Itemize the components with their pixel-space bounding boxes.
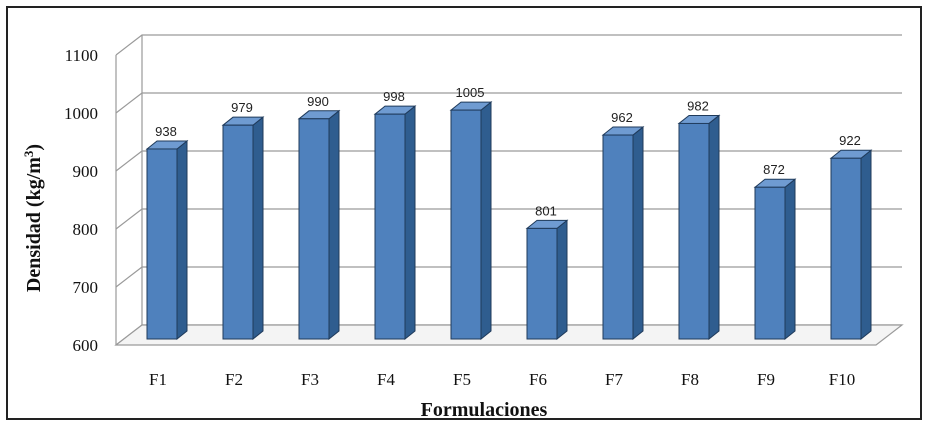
bar-side — [252, 116, 264, 341]
data-label: 990 — [307, 94, 329, 109]
data-label: 872 — [763, 162, 785, 177]
bar-front — [830, 157, 862, 340]
data-label: 1005 — [456, 85, 485, 100]
data-label: 998 — [383, 89, 405, 104]
bar-side — [784, 178, 796, 341]
bar — [373, 105, 417, 341]
y-tick-label: 900 — [73, 162, 99, 181]
data-label: 982 — [687, 98, 709, 113]
bar-front — [678, 122, 710, 340]
bar-side — [632, 125, 644, 341]
y-axis-title: Densidad (kg/m3) — [21, 144, 46, 292]
bar-front — [222, 124, 254, 340]
bar-front — [298, 118, 330, 340]
y-tick-label: 1000 — [64, 104, 98, 123]
y-tick-label: 700 — [73, 278, 99, 297]
bar — [829, 149, 873, 341]
x-tick-label: F4 — [377, 370, 395, 389]
bar-side — [404, 105, 416, 341]
bar-side — [860, 149, 872, 341]
data-label: 922 — [839, 133, 861, 148]
bar — [297, 109, 341, 341]
bar-front — [526, 227, 558, 340]
bar-front — [450, 109, 482, 340]
x-tick-label: F1 — [149, 370, 167, 389]
bar — [525, 219, 569, 341]
data-labels: 938 979 990 998 1005 801 962 982 872 922 — [155, 85, 861, 218]
bar — [677, 114, 721, 341]
bar-front — [602, 134, 634, 340]
bar-side — [176, 139, 188, 341]
gridline — [115, 34, 902, 56]
data-label: 938 — [155, 124, 177, 139]
bar — [145, 139, 189, 341]
bar-front — [754, 186, 786, 340]
bar-side — [328, 109, 340, 341]
x-axis-title: Formulaciones — [421, 399, 548, 421]
y-axis-title-close: ) — [23, 144, 45, 151]
x-tick-label: F7 — [605, 370, 623, 389]
x-tick-label: F2 — [225, 370, 243, 389]
bar-front — [146, 148, 178, 340]
data-label: 962 — [611, 110, 633, 125]
x-tick-label: F5 — [453, 370, 471, 389]
bar — [449, 101, 493, 341]
bar — [753, 178, 797, 341]
bar-side — [480, 101, 492, 341]
bar — [221, 116, 265, 341]
y-axis-title-main: Densidad (kg/m — [23, 157, 45, 292]
x-tick-label: F9 — [757, 370, 775, 389]
y-tick-label: 600 — [73, 336, 99, 355]
x-tick-label: F8 — [681, 370, 699, 389]
y-tick-label: 800 — [73, 220, 99, 239]
bar — [601, 125, 645, 341]
x-tick-label: F3 — [301, 370, 319, 389]
x-tick-label: F6 — [529, 370, 547, 389]
y-axis-title-superscript: 3 — [21, 150, 36, 157]
data-label: 979 — [231, 100, 253, 115]
bar-front — [374, 113, 406, 340]
x-tick-label: F10 — [829, 370, 855, 389]
y-tick-label: 1100 — [65, 46, 98, 65]
bar-side — [556, 219, 568, 341]
x-tick-labels: F1 F2 F3 F4 F5 F6 F7 F8 F9 F10 — [149, 370, 855, 389]
y-tick-labels: 600 700 800 900 1000 1100 — [64, 46, 98, 355]
bar-side — [708, 114, 720, 341]
bars — [145, 101, 873, 341]
data-label: 801 — [535, 203, 557, 218]
